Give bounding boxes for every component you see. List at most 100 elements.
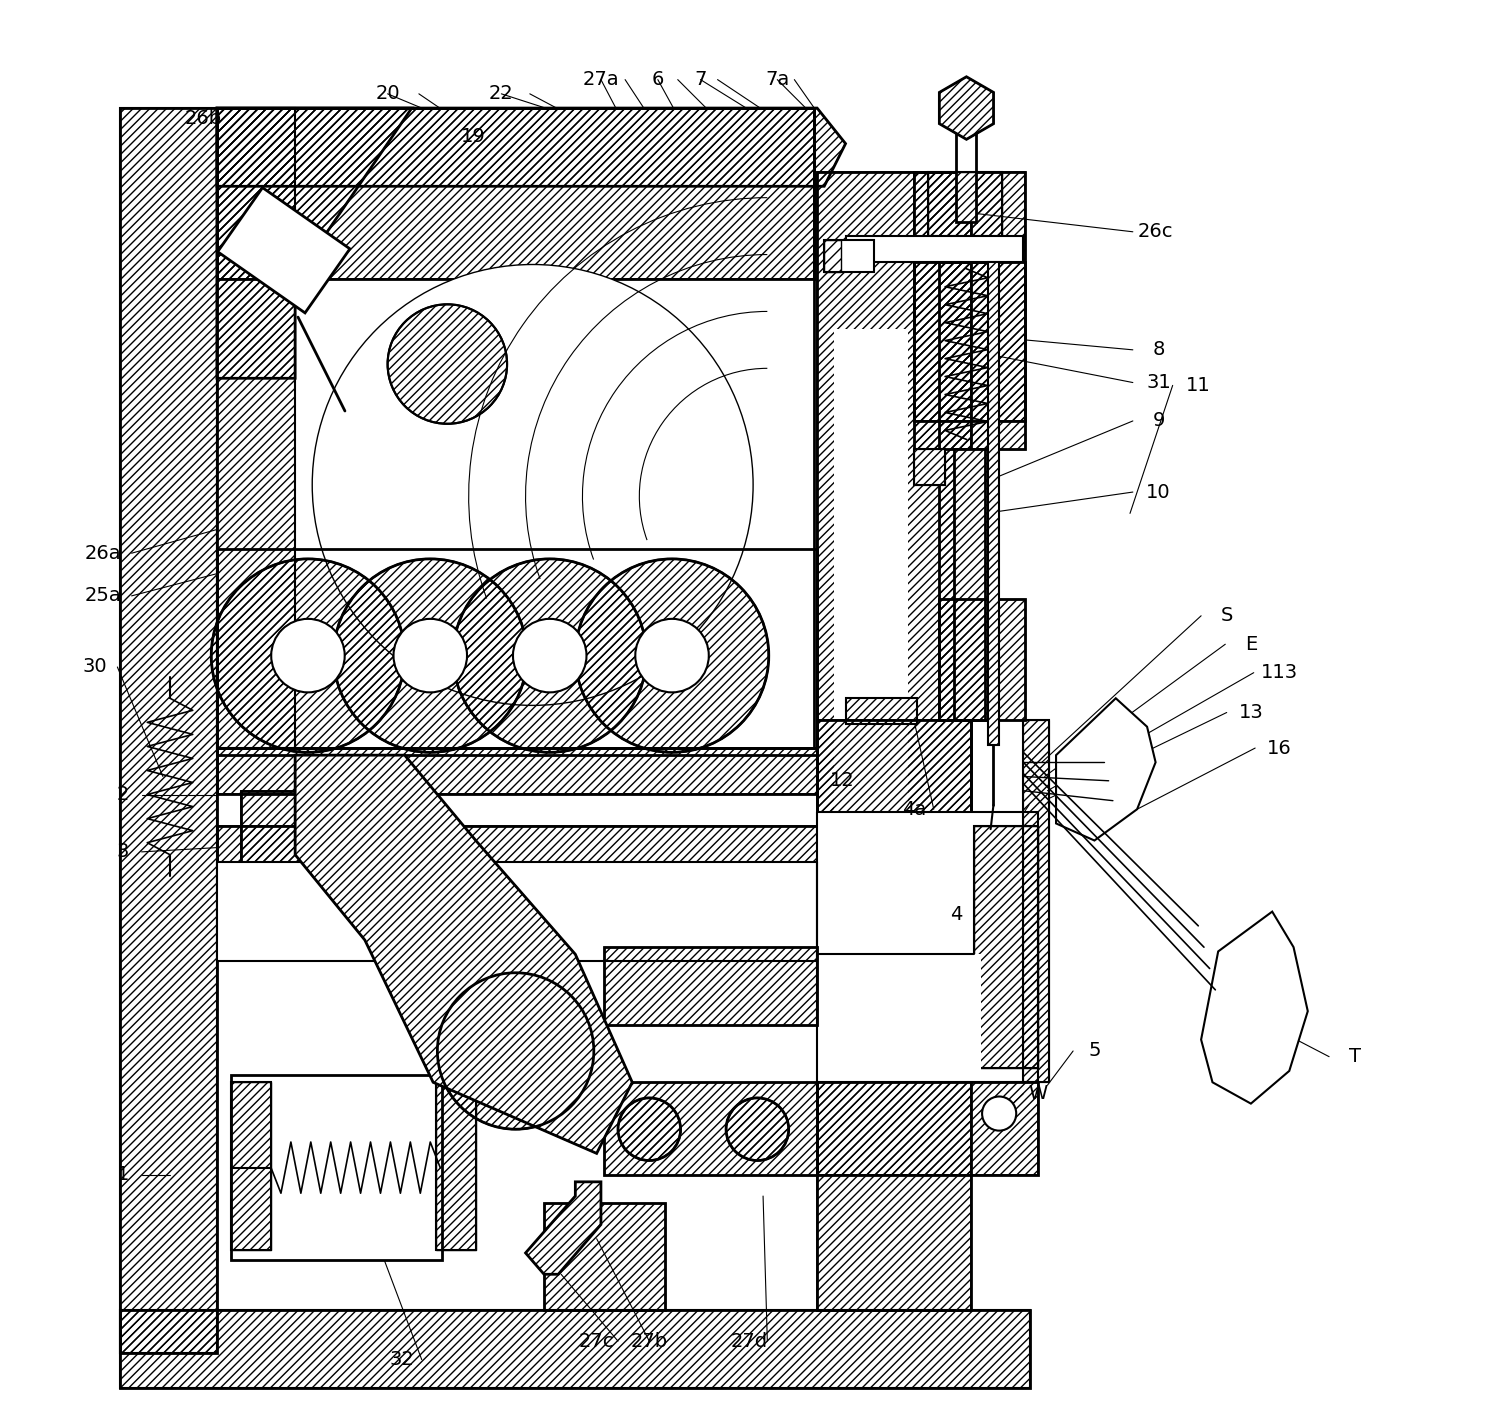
Bar [913, 262, 1025, 449]
Bar [956, 134, 976, 222]
Bar [121, 1310, 1031, 1388]
Text: 4a: 4a [901, 799, 927, 819]
Text: 10: 10 [1146, 483, 1171, 502]
Text: S: S [1220, 606, 1232, 626]
Bar [818, 955, 980, 1082]
Circle shape [636, 618, 709, 693]
FancyArrow shape [234, 200, 280, 265]
Bar [216, 826, 818, 862]
Text: 3: 3 [116, 842, 130, 861]
Bar [913, 172, 1025, 420]
Bar [121, 1310, 1031, 1388]
Text: 6: 6 [652, 70, 664, 90]
Text: 32: 32 [389, 1349, 415, 1369]
Text: 9: 9 [1152, 412, 1165, 430]
Bar [940, 598, 1025, 720]
Text: 26a: 26a [85, 544, 121, 563]
Bar [604, 1082, 818, 1174]
Polygon shape [940, 77, 994, 140]
Text: 27b: 27b [631, 1331, 668, 1351]
Text: 2: 2 [116, 785, 130, 805]
Bar [216, 108, 815, 748]
Text: 113: 113 [1261, 663, 1298, 683]
Bar [818, 172, 971, 1310]
Text: 4: 4 [950, 905, 962, 923]
Text: T: T [1349, 1047, 1361, 1066]
Text: W: W [1028, 1084, 1047, 1103]
Bar [913, 449, 944, 484]
Bar [818, 1082, 1037, 1174]
Text: 20: 20 [376, 84, 400, 104]
Bar [218, 188, 351, 314]
Text: 31: 31 [1146, 373, 1171, 392]
Bar [913, 262, 1025, 449]
FancyArrow shape [286, 237, 333, 301]
Bar [846, 698, 916, 724]
Text: 27d: 27d [730, 1331, 767, 1351]
Bar [928, 172, 1003, 237]
Bar [818, 1082, 1037, 1174]
FancyArrow shape [252, 212, 298, 276]
Bar [545, 1203, 665, 1310]
Bar [846, 698, 916, 724]
Bar [216, 826, 818, 862]
Text: 7: 7 [694, 70, 707, 90]
Text: 26b: 26b [184, 108, 221, 127]
Bar [974, 826, 1037, 1069]
Bar [231, 1082, 272, 1250]
Bar [121, 108, 216, 1352]
Bar [818, 720, 971, 812]
Bar [913, 172, 1025, 420]
Bar [824, 241, 874, 272]
Circle shape [272, 618, 345, 693]
Text: 22: 22 [489, 84, 513, 104]
Bar [940, 262, 997, 720]
Bar [604, 948, 818, 1026]
Bar [940, 262, 997, 720]
Bar [216, 748, 818, 794]
Bar [545, 1203, 665, 1310]
Bar [974, 826, 1037, 1069]
Bar [824, 241, 841, 272]
Polygon shape [1201, 912, 1308, 1103]
Text: E: E [1244, 634, 1258, 654]
Bar [436, 1082, 476, 1250]
Bar [242, 791, 397, 869]
Bar [913, 449, 944, 484]
Bar [988, 262, 1000, 745]
Bar [928, 172, 1003, 237]
FancyArrow shape [270, 224, 315, 289]
Bar [121, 108, 216, 1352]
Circle shape [982, 1096, 1016, 1130]
Bar [242, 791, 397, 869]
Bar [216, 748, 818, 794]
Bar [216, 862, 818, 962]
Text: 1: 1 [116, 1166, 130, 1184]
Polygon shape [525, 1181, 601, 1274]
Text: 19: 19 [461, 127, 485, 145]
Text: 11: 11 [1186, 376, 1210, 395]
Bar [818, 172, 971, 1310]
Bar [953, 449, 985, 720]
Bar [231, 1082, 272, 1250]
Bar [216, 108, 295, 748]
Text: 12: 12 [831, 771, 855, 791]
Text: 13: 13 [1238, 703, 1264, 722]
Bar [988, 262, 1000, 745]
Text: 8: 8 [1152, 341, 1165, 359]
Circle shape [513, 618, 586, 693]
Text: 25a: 25a [85, 586, 121, 606]
Polygon shape [1056, 698, 1156, 841]
Bar [604, 948, 818, 1026]
Text: 30: 30 [82, 657, 107, 677]
Text: 27c: 27c [579, 1331, 615, 1351]
Circle shape [394, 618, 467, 693]
Bar [1024, 720, 1049, 1082]
Polygon shape [295, 755, 633, 1153]
Bar [846, 237, 1024, 262]
Bar [216, 108, 815, 279]
Text: 27a: 27a [582, 70, 619, 90]
Text: 26c: 26c [1138, 222, 1173, 241]
Bar [231, 1076, 442, 1260]
Bar [216, 549, 818, 755]
